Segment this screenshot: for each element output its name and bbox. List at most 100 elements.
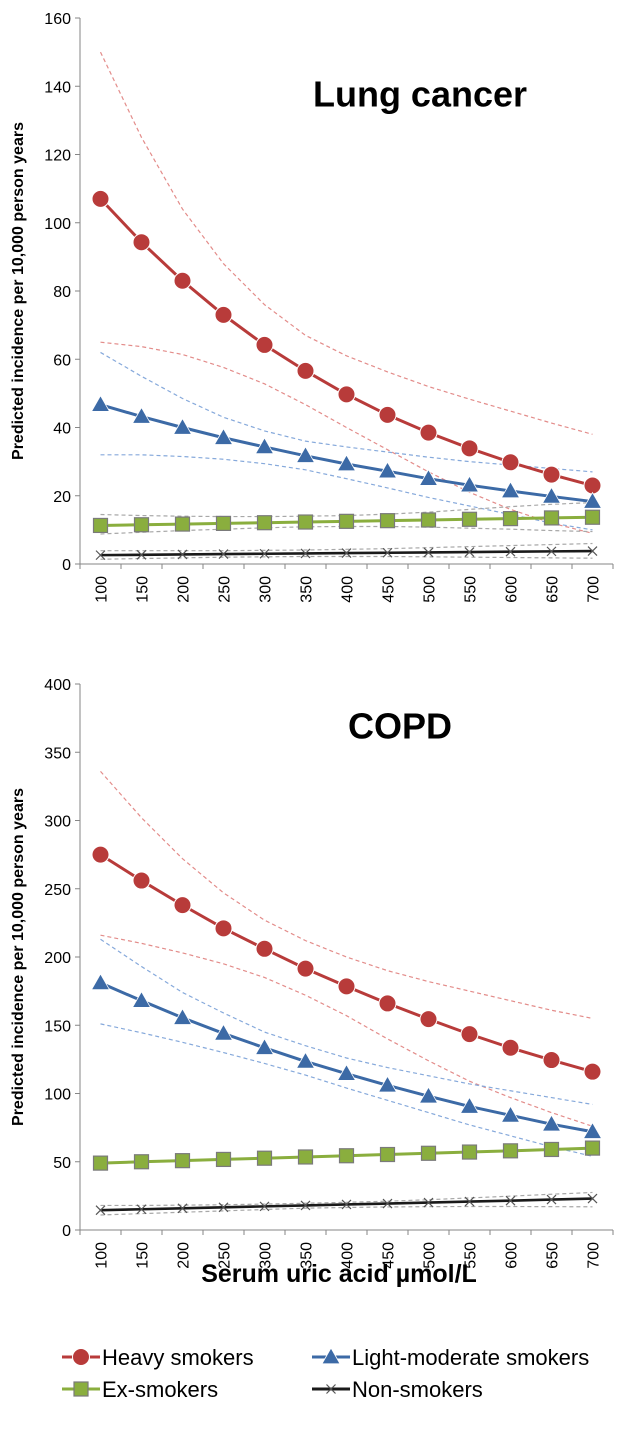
- y-tick-label: 160: [44, 11, 71, 28]
- light-point: [131, 406, 152, 424]
- y-tick-label: 120: [44, 148, 71, 165]
- x-tick-label: 100: [94, 1242, 111, 1269]
- ex-point: [338, 1148, 355, 1164]
- light-point: [541, 486, 562, 504]
- ex-point: [215, 515, 232, 531]
- light-ci-upper-line: [100, 351, 593, 473]
- heavy-point: [460, 439, 479, 458]
- y-axis-label: Predicted incidence per 10,000 person ye…: [10, 122, 27, 460]
- heavy-series-line: [99, 197, 593, 487]
- legend-label: Non-smokers: [352, 1377, 483, 1402]
- heavy-point: [132, 871, 151, 890]
- non-point: [423, 1197, 434, 1208]
- ex-point: [297, 514, 314, 530]
- heavy-point: [214, 919, 233, 938]
- heavy-ci-lower-line: [100, 341, 593, 534]
- legend-marker: [72, 1348, 90, 1366]
- y-tick-label: 80: [53, 284, 71, 301]
- light-point: [582, 491, 603, 509]
- x-axis-label: Serum uric acid µmol/L: [201, 1260, 477, 1288]
- heavy-point: [419, 423, 438, 442]
- light-series-line: [100, 403, 593, 504]
- heavy-point: [542, 465, 561, 484]
- light-point: [459, 475, 480, 493]
- non-point: [177, 1203, 188, 1214]
- x-tick-label: 400: [340, 576, 357, 603]
- non-ci-upper-line: [100, 542, 593, 552]
- x-tick-label: 700: [586, 1242, 603, 1269]
- non-point: [259, 1201, 270, 1212]
- y-axis-label: Predicted incidence per 10,000 person ye…: [10, 788, 27, 1126]
- light-point: [500, 1105, 521, 1123]
- heavy-point: [255, 939, 274, 958]
- light-ci-upper-line: [100, 938, 593, 1106]
- y-tick-label: 100: [44, 1087, 71, 1104]
- ex-point: [584, 1140, 601, 1156]
- legend-marker: [321, 1347, 341, 1365]
- x-tick-label: 250: [217, 1242, 234, 1269]
- y-tick-label: 200: [44, 950, 71, 967]
- heavy-ci-upper-line: [99, 51, 593, 435]
- heavy-point: [132, 233, 151, 252]
- x-tick-label: 600: [504, 576, 521, 603]
- non-point: [464, 547, 475, 557]
- light-point: [541, 1114, 562, 1132]
- x-tick-label: 450: [381, 576, 398, 603]
- x-tick-label: 300: [258, 576, 275, 603]
- non-point: [464, 1196, 475, 1207]
- x-tick-label: 500: [422, 576, 439, 603]
- x-tick-label: 600: [504, 1242, 521, 1269]
- heavy-series-line: [99, 853, 593, 1074]
- light-ci-lower-line: [100, 1023, 593, 1157]
- non-point: [546, 1194, 557, 1205]
- x-tick-label: 550: [463, 576, 480, 603]
- heavy-point: [214, 305, 233, 324]
- x-tick-label: 500: [422, 1242, 439, 1269]
- heavy-point: [378, 405, 397, 424]
- non-point: [382, 547, 393, 558]
- ex-point: [543, 1141, 560, 1158]
- x-tick-label: 700: [586, 576, 603, 603]
- y-tick-label: 350: [44, 745, 71, 762]
- light-point: [254, 437, 275, 455]
- x-tick-label: 200: [176, 576, 193, 603]
- heavy-point: [173, 896, 192, 915]
- heavy-point: [296, 959, 315, 978]
- heavy-point: [460, 1025, 479, 1044]
- x-tick-label: 650: [545, 576, 562, 603]
- non-point: [136, 1204, 147, 1215]
- light-point: [172, 1007, 193, 1025]
- non-point: [546, 546, 557, 557]
- ex-point: [256, 1150, 273, 1166]
- light-point: [213, 1023, 234, 1041]
- non-point: [95, 1205, 106, 1216]
- non-ci-upper-line: [100, 1191, 593, 1207]
- legend-item-ex: Ex-smokers: [62, 1377, 218, 1402]
- x-tick-label: 150: [135, 576, 152, 603]
- light-point: [377, 461, 398, 479]
- legend-marker: [73, 1381, 89, 1397]
- y-tick-label: 0: [62, 557, 71, 574]
- legend: Heavy smokers Light-moderate smokers Ex-sm…: [62, 1345, 589, 1402]
- ex-point: [379, 1146, 396, 1163]
- heavy-ci-lower-line: [100, 934, 593, 1127]
- ex-point: [215, 1151, 232, 1168]
- non-point: [136, 549, 147, 560]
- ex-point: [133, 1154, 150, 1170]
- legend-label: Ex-smokers: [102, 1377, 218, 1402]
- heavy-point: [583, 1062, 602, 1081]
- heavy-point: [91, 845, 110, 864]
- non-point: [382, 1198, 393, 1209]
- light-point: [500, 481, 521, 499]
- y-tick-label: 60: [53, 352, 71, 369]
- y-tick-label: 20: [53, 489, 71, 506]
- light-point: [254, 1037, 275, 1055]
- ex-point: [461, 1144, 478, 1160]
- heavy-point: [419, 1010, 438, 1029]
- light-point: [377, 1075, 398, 1093]
- heavy-point: [296, 361, 315, 380]
- chart-title: COPD: [348, 705, 452, 746]
- y-tick-label: 100: [44, 216, 71, 233]
- ex-point: [420, 512, 437, 528]
